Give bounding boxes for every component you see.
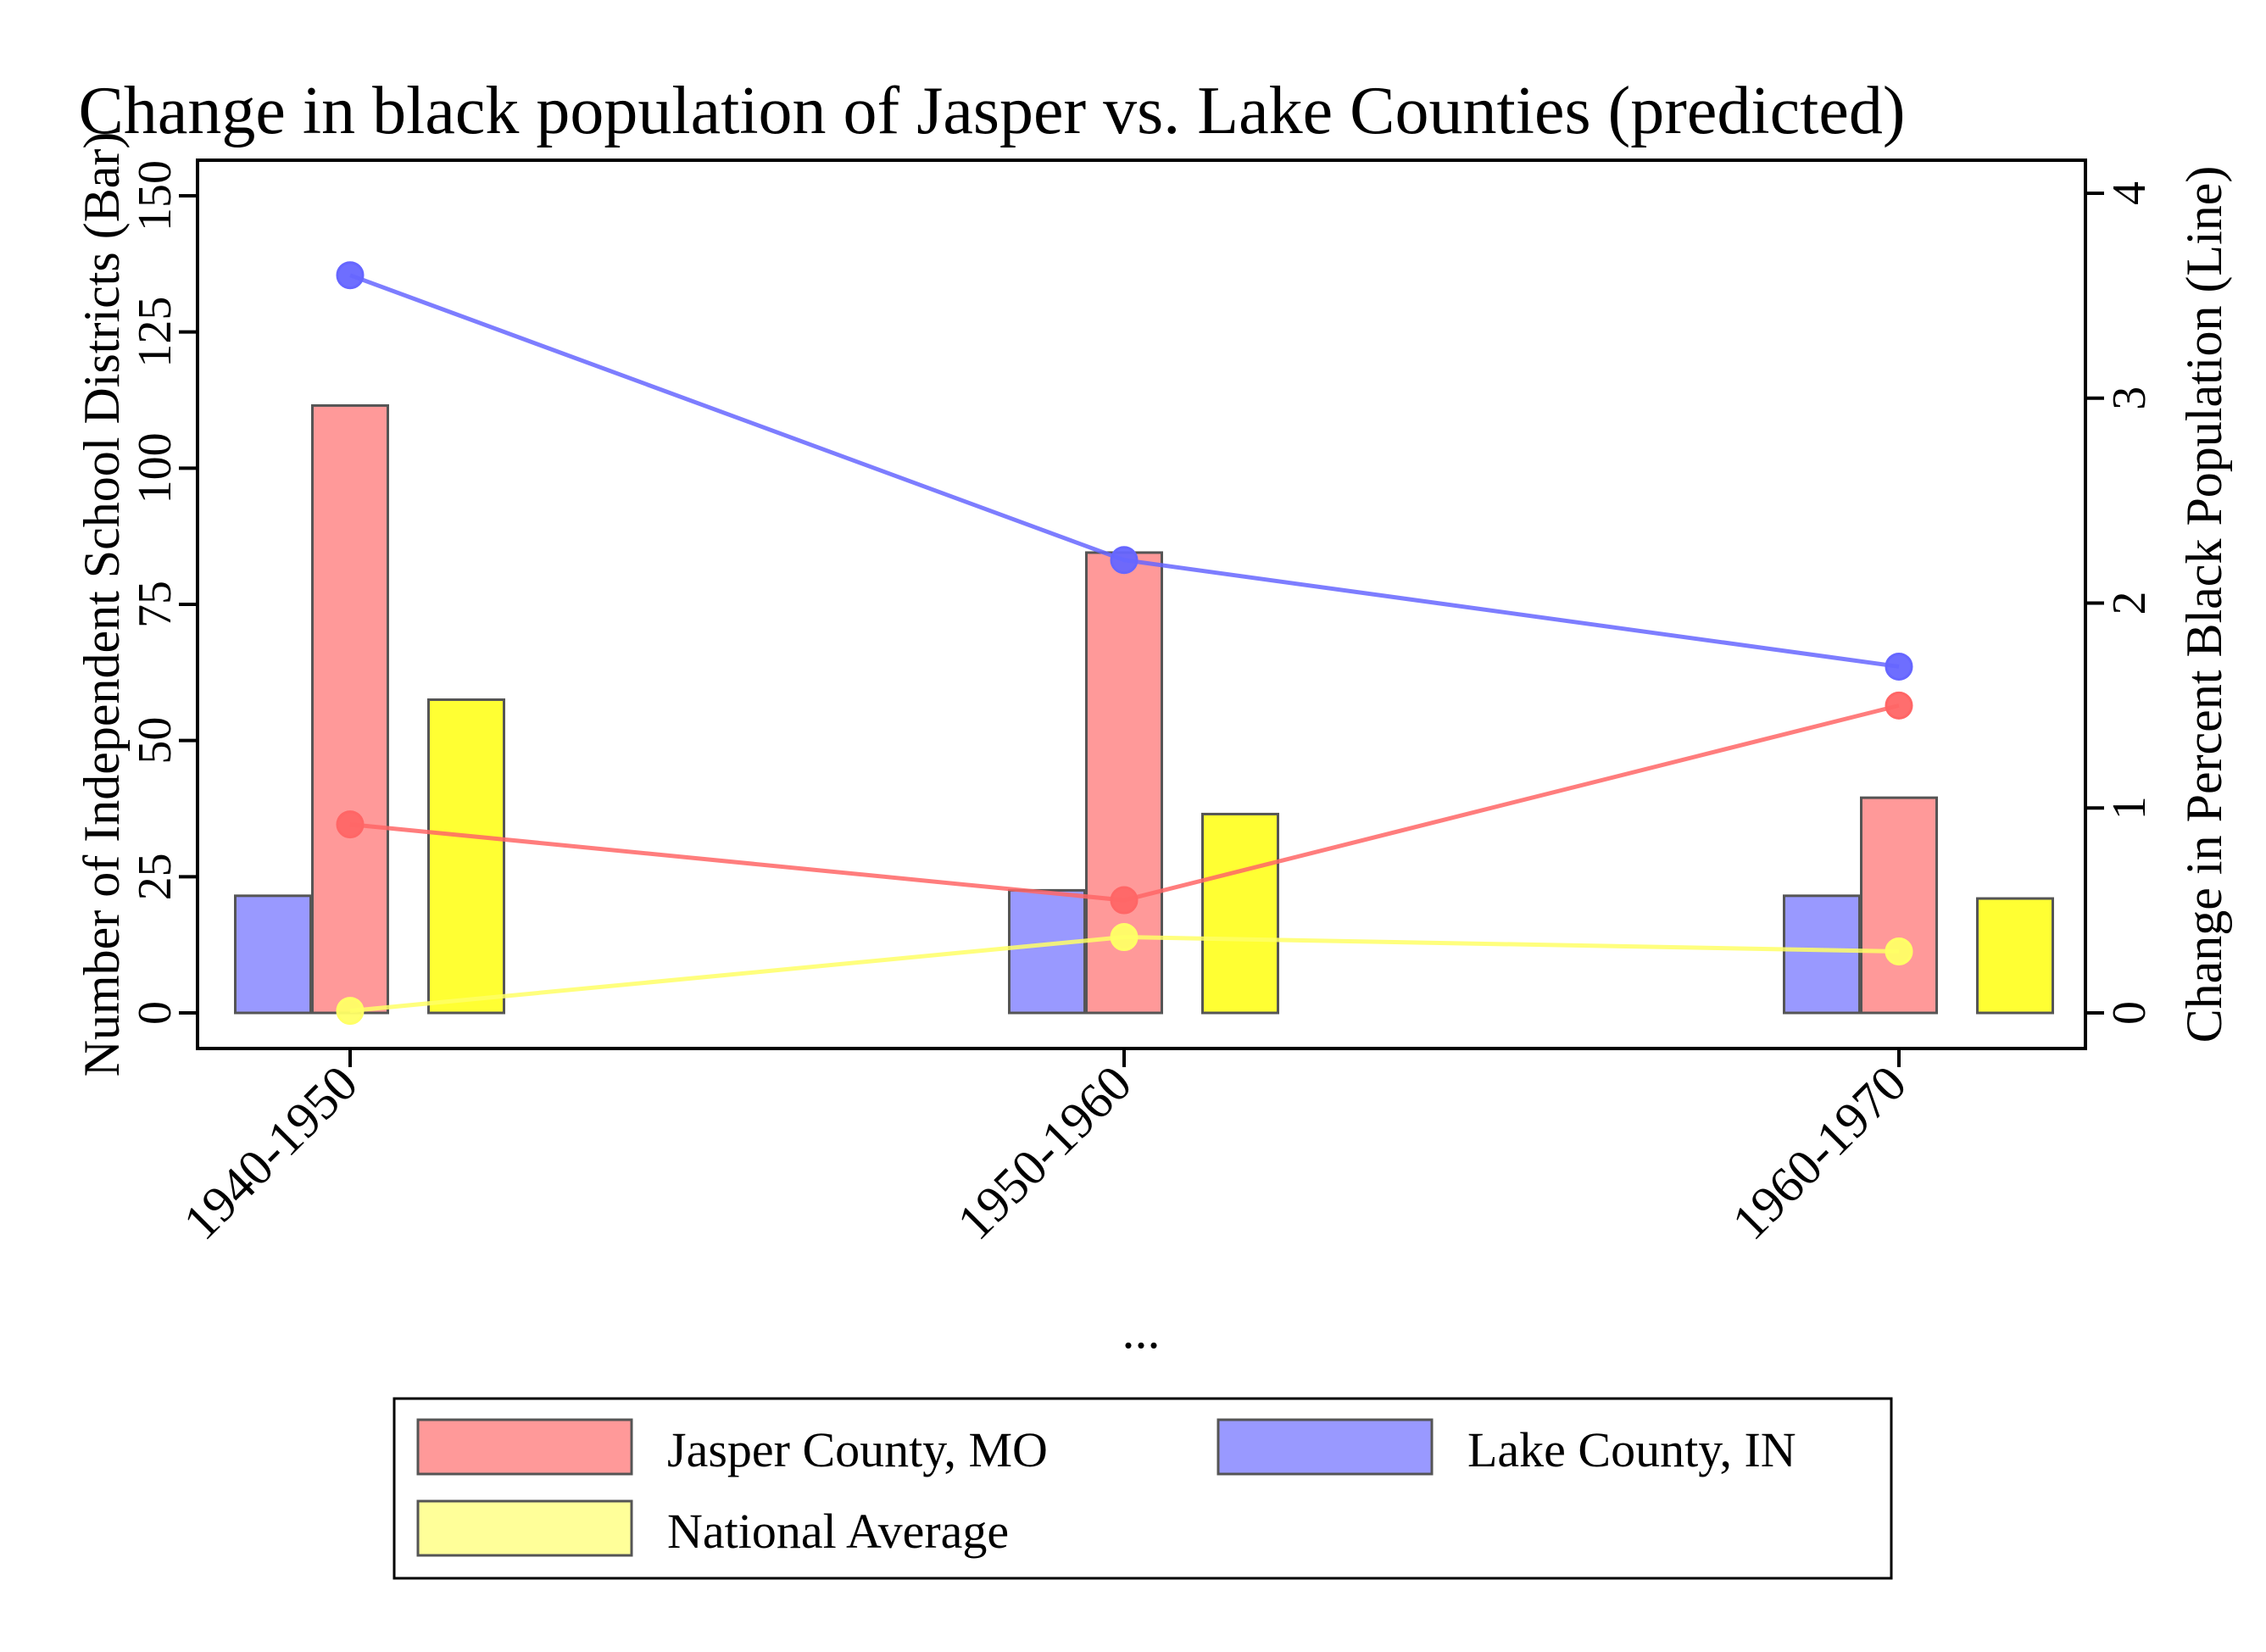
bar-jasper-county-mo-1960-1970 xyxy=(1860,796,1938,1015)
y-right-tick-label-0: 0 xyxy=(2103,1001,2156,1025)
y-axis-label-left: Number of Independent School Districts (… xyxy=(74,132,130,1077)
point-jasper-county-mo-1950-1960 xyxy=(1110,886,1139,915)
y-left-tick-label-75: 75 xyxy=(129,581,181,628)
y-right-tick-label-1: 1 xyxy=(2103,796,2156,820)
bar-lake-county-in-1950-1960 xyxy=(1008,888,1086,1015)
legend-label-national: National Average xyxy=(667,1504,1009,1559)
y-right-tick-label-3: 3 xyxy=(2103,387,2156,410)
y-right-tick-label-4: 4 xyxy=(2103,181,2156,205)
bar-national-average-1960-1970 xyxy=(1976,897,2054,1015)
x-tick-label-1960-1970: 1960-1970 xyxy=(1722,1055,1918,1251)
x-tick-label-1950-1960: 1950-1960 xyxy=(947,1055,1143,1251)
bar-lake-county-in-1960-1970 xyxy=(1783,894,1861,1015)
bar-national-average-1950-1960 xyxy=(1201,812,1279,1015)
y-axis-label-right: Change in Percent Black Population (Line… xyxy=(2176,166,2232,1043)
point-jasper-county-mo-1960-1970 xyxy=(1885,691,1913,720)
y-left-tick-label-100: 100 xyxy=(129,432,181,503)
point-jasper-county-mo-1940-1950 xyxy=(336,810,365,839)
legend-frame xyxy=(393,1397,1893,1580)
y-left-tick-label-50: 50 xyxy=(129,717,181,765)
bar-lake-county-in-1940-1950 xyxy=(234,894,312,1015)
point-national-average-1950-1960 xyxy=(1110,923,1139,952)
lines-layer xyxy=(336,261,1913,1026)
bar-jasper-county-mo-1940-1950 xyxy=(311,403,389,1015)
legend-label-jasper: Jasper County, MO xyxy=(667,1422,1048,1477)
x-axis-label: ... xyxy=(1122,1303,1161,1359)
legend-swatch-national xyxy=(416,1499,633,1557)
y-left-tick-label-125: 125 xyxy=(129,297,181,368)
legend-label-lake: Lake County, IN xyxy=(1467,1422,1796,1477)
bar-national-average-1940-1950 xyxy=(427,698,505,1015)
point-lake-county-in-1950-1960 xyxy=(1110,546,1139,575)
legend-swatch-lake xyxy=(1217,1418,1434,1476)
legend: Jasper County, MO Lake County, IN Nation… xyxy=(393,1397,1893,1580)
y-left-tick-label-150: 150 xyxy=(129,160,181,231)
legend-swatch-jasper xyxy=(416,1418,633,1476)
point-lake-county-in-1940-1950 xyxy=(336,261,365,290)
point-national-average-1940-1950 xyxy=(336,997,365,1026)
point-national-average-1960-1970 xyxy=(1885,937,1913,965)
y-left-tick-label-25: 25 xyxy=(129,853,181,900)
y-right-tick-label-2: 2 xyxy=(2103,592,2156,615)
y-left-tick-label-0: 0 xyxy=(129,1001,181,1025)
point-lake-county-in-1960-1970 xyxy=(1885,652,1913,681)
chart-title: Change in black population of Jasper vs.… xyxy=(79,74,1906,148)
x-tick-label-1940-1950: 1940-1950 xyxy=(173,1055,369,1251)
